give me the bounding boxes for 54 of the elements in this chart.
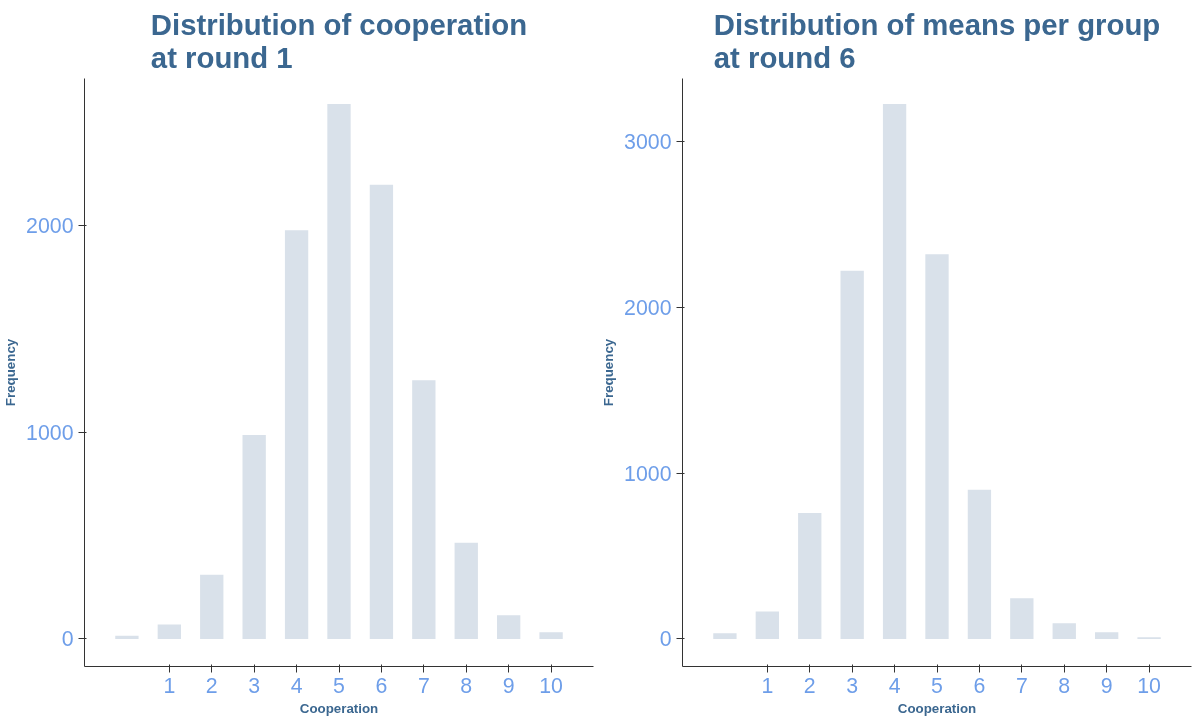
x-tick-label: 10: [1137, 673, 1162, 698]
bar: [115, 635, 139, 639]
bar: [713, 633, 737, 639]
x-tick-label: 6: [973, 673, 986, 698]
bar: [242, 435, 266, 639]
bar: [327, 103, 351, 639]
x-tick-label: 5: [333, 673, 345, 698]
y-tick-label: 3000: [624, 129, 672, 154]
bar: [454, 542, 478, 639]
bar: [284, 230, 309, 639]
bar: [1095, 632, 1119, 639]
bar: [369, 184, 394, 639]
x-tick-label: 8: [1058, 673, 1071, 698]
x-tick-label: 8: [460, 673, 473, 698]
x-axis-title: Cooperation: [897, 700, 977, 716]
y-axis-title: Frequency: [601, 338, 617, 407]
y-axis-title: Frequency: [3, 338, 19, 407]
y-tick-label: 1000: [624, 461, 672, 486]
bar: [840, 270, 864, 639]
x-tick-label: 7: [417, 673, 430, 698]
x-tick-label: 1: [761, 673, 774, 698]
bar: [925, 254, 949, 639]
chart-title: Distribution of means per group at round 6: [713, 7, 1161, 74]
x-tick-label: 6: [375, 673, 388, 698]
x-axis-title: Cooperation: [299, 700, 379, 716]
x-tick-label: 5: [931, 673, 943, 698]
bar: [412, 380, 436, 639]
bar: [755, 611, 779, 639]
x-tick-label: 10: [539, 673, 564, 698]
bar: [200, 574, 224, 639]
x-tick-label: 4: [290, 673, 303, 698]
y-tick-label: 2000: [624, 295, 672, 320]
y-tick-label: 0: [659, 627, 672, 652]
x-tick-label: 3: [248, 673, 261, 698]
x-tick-label: 7: [1015, 673, 1028, 698]
y-tick-label: 1000: [26, 420, 74, 445]
bar: [1010, 598, 1034, 639]
bar: [539, 632, 563, 639]
x-tick-label: 9: [502, 673, 515, 698]
y-tick-label: 2000: [26, 213, 74, 238]
bar: [1052, 623, 1076, 639]
y-tick-label: 0: [61, 627, 74, 652]
x-tick-label: 2: [803, 673, 816, 698]
bar: [497, 615, 521, 639]
x-tick-label: 2: [205, 673, 218, 698]
x-tick-label: 4: [888, 673, 901, 698]
chart-title: Distribution of cooperation at round 1: [150, 7, 528, 74]
x-tick-label: 1: [163, 673, 176, 698]
x-tick-label: 9: [1100, 673, 1113, 698]
x-tick-label: 3: [846, 673, 859, 698]
bar: [157, 624, 181, 639]
bar: [798, 512, 822, 639]
bar: [967, 489, 992, 639]
bar: [882, 104, 907, 639]
